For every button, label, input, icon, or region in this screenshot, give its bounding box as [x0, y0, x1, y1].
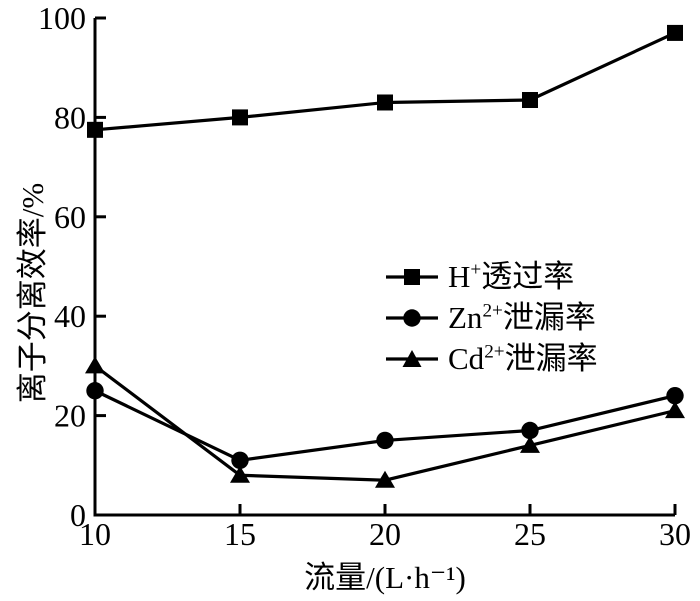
legend-item-zn-leakage: Zn2+泄漏率	[386, 297, 598, 338]
legend-label: Cd2+泄漏率	[448, 343, 598, 374]
data-point-square	[232, 109, 248, 126]
circle-marker-icon	[386, 308, 438, 327]
y-tick-label: 0	[70, 497, 86, 533]
y-tick-label: 40	[54, 298, 86, 334]
legend-label: H+透过率	[448, 261, 574, 292]
legend-label-base: H	[448, 259, 471, 294]
y-tick-label: 80	[54, 99, 86, 135]
legend-item-h-permeation: H+透过率	[386, 256, 598, 297]
x-tick-label: 20	[369, 516, 401, 552]
legend-label-sup: 2+	[482, 300, 503, 322]
x-tick-label: 15	[224, 516, 256, 552]
legend-label-sup: +	[470, 259, 482, 281]
x-tick-label: 10	[79, 516, 111, 552]
legend-label-rest: 泄漏率	[504, 341, 598, 376]
series-line-triangle	[94, 364, 676, 482]
data-point-triangle	[375, 470, 395, 488]
data-point-circle	[231, 451, 249, 470]
x-axis-title: 流量/(L·h⁻¹)	[304, 560, 466, 595]
data-point-triangle	[85, 356, 105, 374]
data-point-circle	[376, 431, 394, 450]
data-point-square	[522, 92, 538, 109]
data-point-square	[377, 94, 393, 111]
x-tick-label: 30	[659, 516, 691, 552]
square-marker-icon	[386, 268, 438, 285]
data-point-triangle	[520, 435, 540, 453]
data-point-triangle	[665, 401, 685, 419]
data-point-triangle	[230, 465, 250, 483]
y-tick-label: 100	[38, 0, 86, 36]
x-tick-label: 25	[514, 516, 546, 552]
data-point-circle	[666, 387, 684, 405]
y-tick-label: 20	[54, 398, 86, 434]
legend-label-base: Zn	[448, 300, 483, 335]
data-point-circle	[86, 382, 104, 400]
series-line-circle	[94, 389, 676, 462]
triangle-marker-icon	[386, 349, 438, 367]
y-axis-title: 离子分离效率/%	[14, 182, 50, 404]
data-point-square	[87, 121, 103, 138]
legend-label-sup: 2+	[484, 341, 505, 363]
legend-item-cd-leakage: Cd2+泄漏率	[386, 338, 598, 379]
data-point-circle	[521, 421, 539, 440]
legend-label-base: Cd	[448, 341, 485, 376]
legend-label-rest: 透过率	[481, 259, 575, 294]
legend-label-rest: 泄漏率	[502, 300, 596, 335]
series-line-square	[94, 31, 676, 132]
legend: H+透过率 Zn2+泄漏率 Cd2+泄漏率	[386, 256, 598, 379]
y-tick-label: 60	[54, 199, 86, 235]
data-point-square	[667, 24, 683, 41]
legend-label: Zn2+泄漏率	[448, 302, 596, 333]
